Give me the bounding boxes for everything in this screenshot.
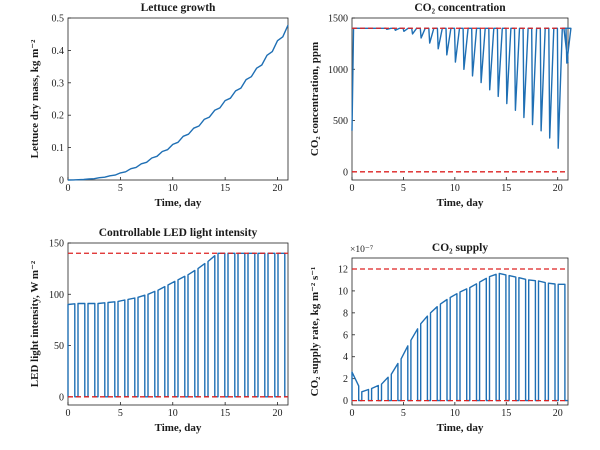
- chart-panel-1: Lettuce growth 0 5 10 15 20 0 0.1 0.2 0.3 0.4 0.5 Ti…: [29, 2, 289, 209]
- y-tick-label: 150: [49, 239, 64, 250]
- chart-panel-2: CO₂ concentration 0 5 10 15 20 0 500 1000 1500 Tim…: [309, 2, 572, 209]
- y-tick-label: 0: [59, 176, 64, 187]
- y-tick-label: 0: [59, 392, 64, 403]
- x-tick-label: 20: [553, 183, 563, 194]
- y-tick-label: 10: [338, 286, 348, 297]
- chart-panel-4: CO₂ supply 0 5 10 15 20 0 2 4 6 8 10 12 Time, day CO₂ …: [309, 242, 569, 434]
- x-tick-label: 5: [118, 183, 123, 194]
- y-tick-label: 2: [343, 374, 348, 385]
- x-tick-label: 5: [401, 408, 406, 419]
- y-tick-label: 0: [343, 396, 348, 407]
- y-tick-label: 0.3: [52, 78, 65, 89]
- chart-title: Lettuce growth: [141, 2, 216, 14]
- y-tick-label: 0: [343, 167, 348, 178]
- series-line: [351, 27, 572, 149]
- y-tick-label: 100: [49, 290, 64, 301]
- y-tick-label: 6: [343, 330, 348, 341]
- series-line: [351, 272, 568, 402]
- x-tick-label: 20: [273, 408, 283, 419]
- chart-title: Controllable LED light intensity: [99, 227, 258, 239]
- x-tick-label: 5: [401, 183, 406, 194]
- x-tick-label: 15: [501, 183, 511, 194]
- y-tick-label: 0.4: [52, 46, 65, 57]
- y-tick-label: 0.2: [52, 111, 65, 122]
- plot-frame: [351, 257, 569, 406]
- x-tick-label: 10: [168, 408, 178, 419]
- x-tick-label: 20: [553, 408, 563, 419]
- y-axis-label: CO₂ concentration, ppm: [309, 42, 321, 156]
- chart-panel-3: Controllable LED light intensity 0 5 10 15 20…: [29, 227, 289, 434]
- y-tick-label: 12: [338, 264, 348, 275]
- y-tick-label: 1000: [328, 65, 348, 76]
- y-tick-label: 0.5: [52, 14, 65, 25]
- chart-title: CO₂ supply: [432, 242, 488, 254]
- x-tick-label: 0: [350, 183, 355, 194]
- y-axis-label: Lettuce dry mass, kg m⁻²: [29, 39, 41, 158]
- x-tick-label: 10: [450, 183, 460, 194]
- y-tick-label: 50: [54, 341, 64, 352]
- x-tick-label: 0: [350, 408, 355, 419]
- y-tick-label: 1500: [328, 14, 348, 25]
- y-tick-label: 0.1: [52, 143, 65, 154]
- plot-frame: [67, 17, 289, 181]
- y-tick-label: 500: [333, 116, 348, 127]
- series-line: [67, 24, 289, 181]
- x-tick-label: 0: [66, 183, 71, 194]
- x-tick-label: 5: [118, 408, 123, 419]
- x-axis-label: Time, day: [437, 422, 484, 434]
- axis-multiplier: ×10⁻⁷: [350, 245, 373, 255]
- x-tick-label: 10: [450, 408, 460, 419]
- x-tick-label: 15: [501, 408, 511, 419]
- x-tick-label: 0: [66, 408, 71, 419]
- y-tick-label: 8: [343, 308, 348, 319]
- x-tick-label: 10: [168, 183, 178, 194]
- x-tick-label: 15: [220, 183, 230, 194]
- x-axis-label: Time, day: [155, 197, 202, 209]
- y-axis-label: CO₂ supply rate, kg m⁻² s⁻¹: [309, 267, 321, 397]
- y-tick-label: 4: [343, 352, 348, 363]
- chart-title: CO₂ concentration: [414, 2, 506, 14]
- x-axis-label: Time, day: [155, 422, 202, 434]
- x-tick-label: 15: [220, 408, 230, 419]
- y-axis-label: LED light intensity, W m⁻²: [29, 260, 41, 387]
- x-tick-label: 20: [273, 183, 283, 194]
- x-axis-label: Time, day: [437, 197, 484, 209]
- series-line: [67, 252, 288, 398]
